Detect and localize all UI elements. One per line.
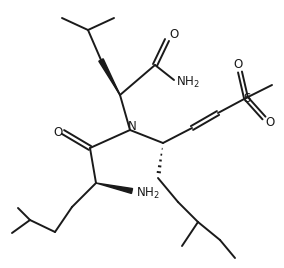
Polygon shape: [96, 183, 133, 193]
Text: O: O: [233, 58, 243, 70]
Text: NH$_2$: NH$_2$: [176, 75, 200, 90]
Text: O: O: [169, 28, 179, 40]
Text: S: S: [243, 91, 251, 105]
Text: NH$_2$: NH$_2$: [136, 185, 160, 200]
Polygon shape: [99, 59, 120, 95]
Text: O: O: [265, 116, 275, 128]
Text: O: O: [53, 125, 63, 139]
Text: N: N: [128, 120, 136, 132]
